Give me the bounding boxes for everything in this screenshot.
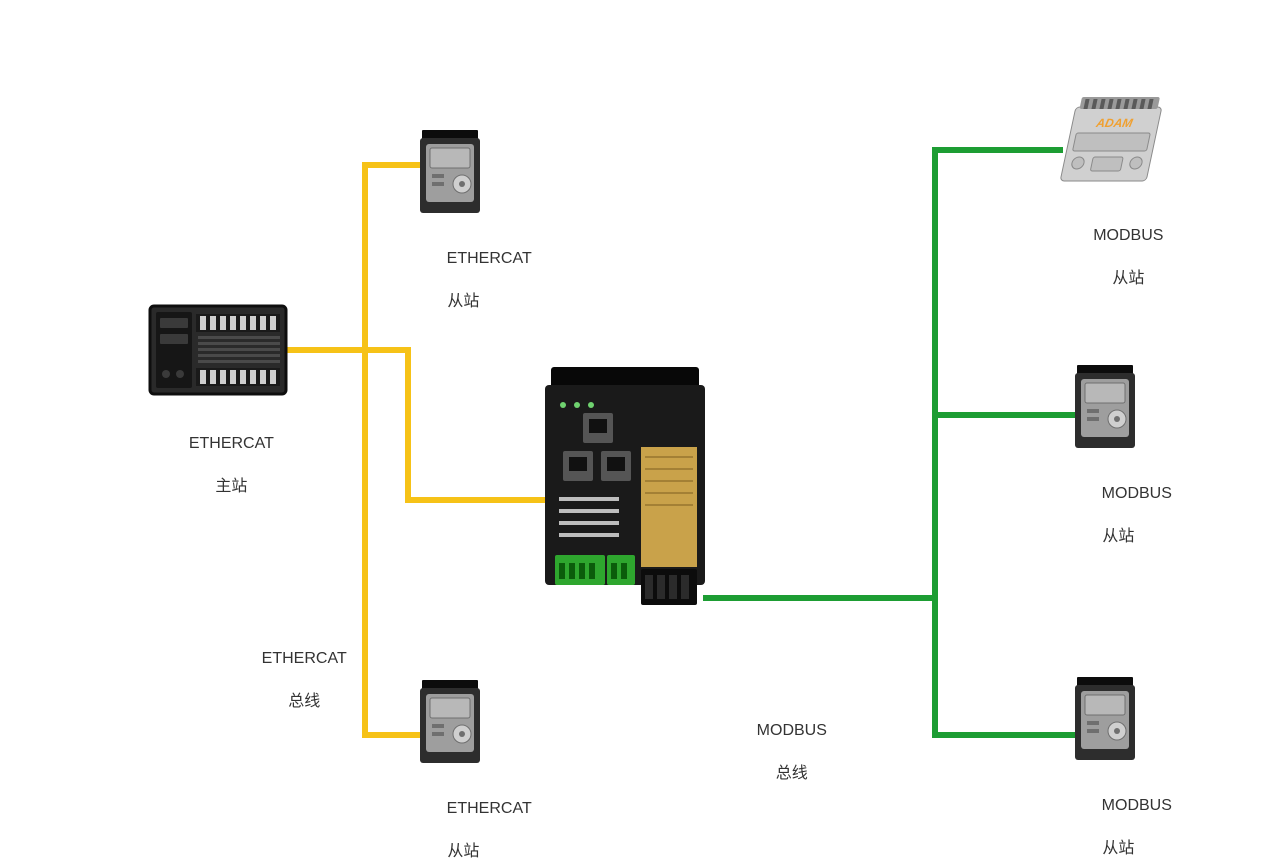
drive-icon [420,202,480,219]
label-line2: 从站 [1112,270,1144,287]
label-line1: ETHERCAT [447,250,532,267]
mb-slave-1-label: MODBUS 从站 [1075,461,1135,569]
adam-label: MODBUS 从站 [1060,203,1170,311]
label-line2: 从站 [447,843,479,860]
ethercat-master-plc: ETHERCAT 主站 [148,300,288,519]
label-line2: 总线 [288,693,320,710]
drive-icon [420,752,480,769]
plc-label-line2: 主站 [215,478,247,495]
label-line1: MODBUS [757,722,827,739]
diagram-canvas: ETHERCAT 主站 [0,0,1273,868]
modbus-slave-drive-1: MODBUS 从站 [1075,365,1135,569]
gateway-device [545,365,705,615]
modbus-bus-label: MODBUS 总线 [730,692,827,806]
ec-slave-1-label: ETHERCAT 从站 [420,226,480,334]
label-line1: ETHERCAT [262,650,347,667]
modbus-bus-lines [706,150,1075,735]
label-line1: ETHERCAT [447,800,532,817]
label-line1: MODBUS [1102,485,1172,502]
plc-label: ETHERCAT 主站 [148,411,288,519]
ethercat-slave-1: ETHERCAT 从站 [420,130,480,334]
ethercat-bus-label: ETHERCAT 总线 [235,620,347,734]
label-line2: 从站 [1102,528,1134,545]
gateway-icon [545,365,705,610]
ec-slave-2-label: ETHERCAT 从站 [420,776,480,868]
plc-label-line1: ETHERCAT [189,435,274,452]
svg-text:ADAM: ADAM [1094,116,1135,130]
label-line1: MODBUS [1093,227,1163,244]
modbus-slave-adam-module: ADAM MODBUS 从站 [1060,97,1170,311]
label-line2: 从站 [1102,840,1134,857]
drive-icon [1075,749,1135,766]
plc-icon [148,300,288,400]
modbus-slave-drive-2: MODBUS 从站 [1075,677,1135,868]
ethercat-slave-2: ETHERCAT 从站 [420,680,480,868]
label-line2: 从站 [447,293,479,310]
drive-icon [1075,437,1135,454]
label-line2: 总线 [776,765,808,782]
adam-icon: ADAM [1060,97,1170,192]
bus-label-text: MODBUS 总线 [730,698,827,806]
bus-label-text: ETHERCAT 总线 [235,626,347,734]
label-line1: MODBUS [1102,797,1172,814]
mb-slave-2-label: MODBUS 从站 [1075,773,1135,868]
